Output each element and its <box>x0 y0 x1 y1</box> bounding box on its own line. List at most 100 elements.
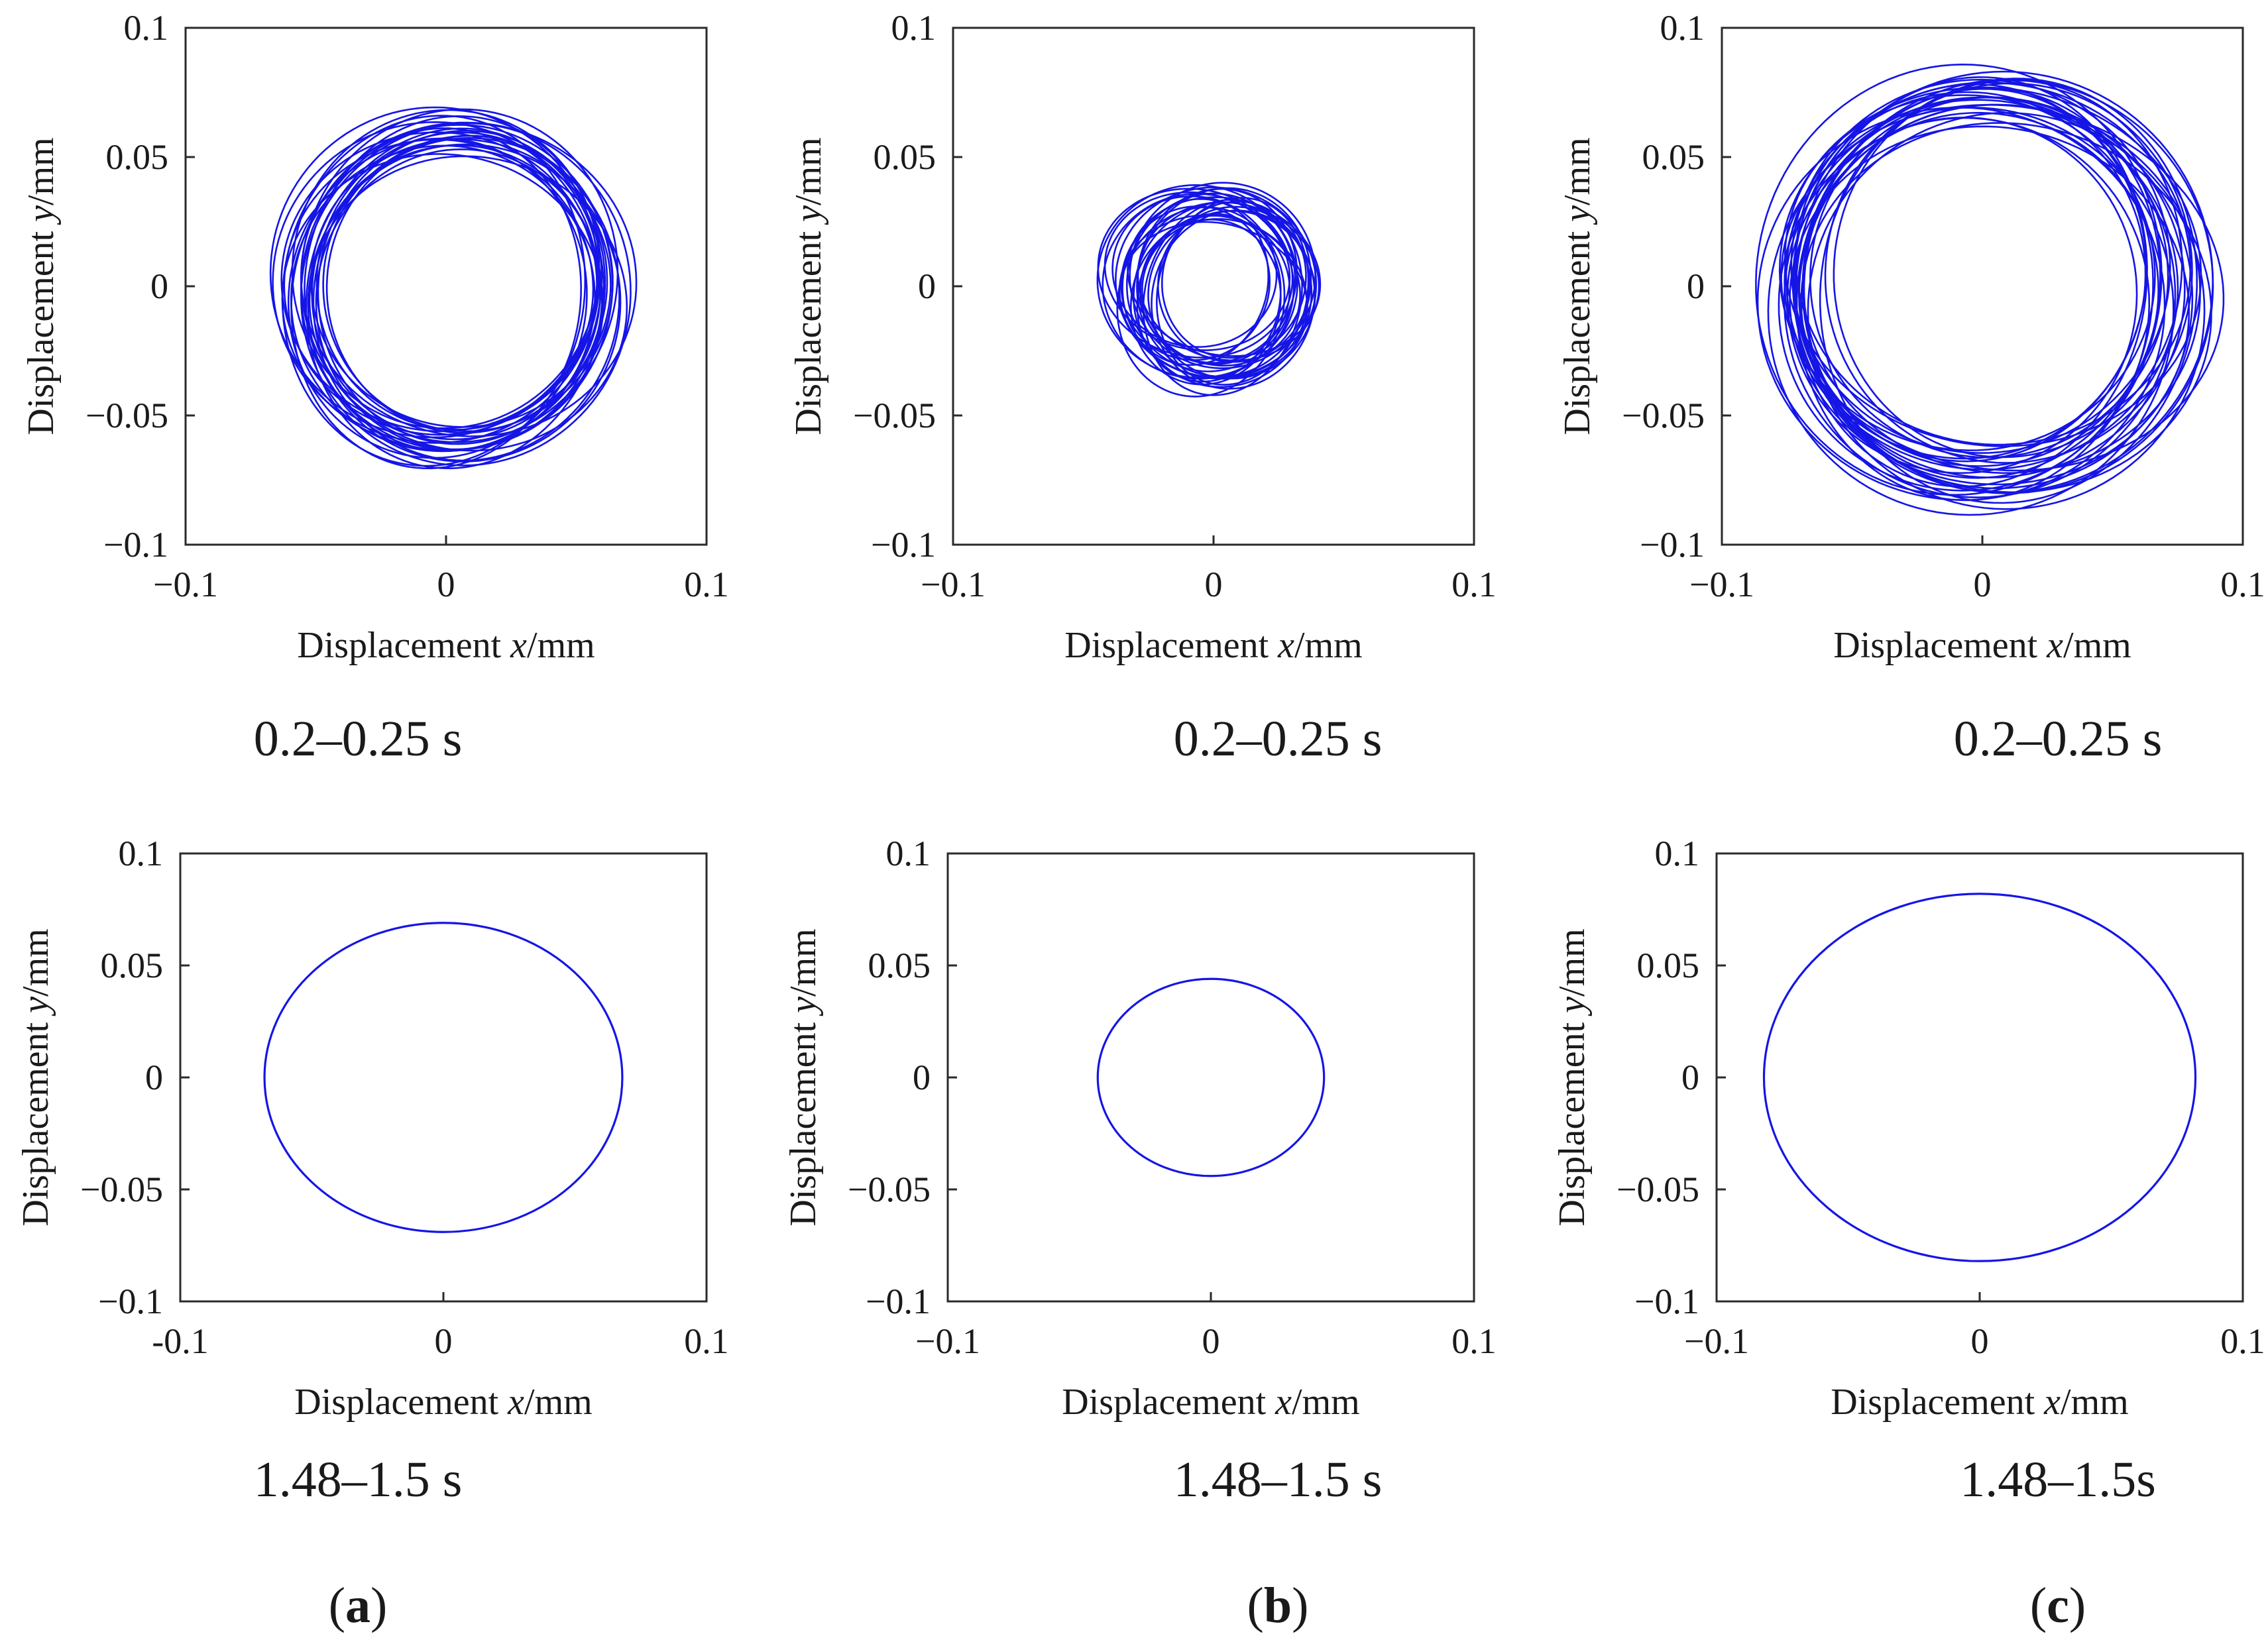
orbit-loop <box>1807 111 2206 510</box>
time-range-label: 0.2–0.25 s <box>1954 711 2163 767</box>
x-tick-label: 0 <box>437 565 455 604</box>
time-range-label: 0.2–0.25 s <box>1174 711 1383 767</box>
time-range-label: 1.48–1.5s <box>1960 1452 2156 1507</box>
y-tick-label: 0 <box>145 1058 163 1097</box>
orbit-series <box>263 922 624 1233</box>
orbit-series <box>1762 893 2197 1262</box>
orbit-loop <box>312 137 620 462</box>
orbit-loop <box>311 144 602 441</box>
orbit-loop <box>308 155 628 452</box>
orbit-loop <box>1780 103 2225 472</box>
y-tick-label: 0.05 <box>101 946 164 985</box>
y-tick-label: 0.1 <box>1660 8 1705 48</box>
orbit-loop <box>1136 187 1312 378</box>
orbit-ellipse <box>263 922 624 1233</box>
x-tick-label: 0 <box>1205 565 1223 604</box>
orbit-charts-group: −0.1 0 0.1 −0.1 −0.05 0 0.05 0.1 Displacement x/… <box>15 8 2265 1507</box>
plot-frame <box>179 852 708 1303</box>
y-tick-label: −0.1 <box>98 1282 163 1321</box>
x-tick-label: −0.1 <box>915 1321 980 1361</box>
orbit-loop <box>1778 94 2156 452</box>
orbit-loop <box>1795 76 2148 488</box>
x-tick-label: 0.1 <box>1451 565 1497 604</box>
orbit-loop <box>1803 87 2161 479</box>
orbit-loop <box>1097 188 1294 358</box>
y-axis-label: Displacement y/mm <box>783 928 824 1226</box>
orbit-loop <box>1800 122 2212 494</box>
panel-labels-group: (a) (b) (c) <box>329 1578 2086 1633</box>
chart-c-top: −0.1 0 0.1 −0.1 −0.05 0 0.05 0.1 Displacement x/… <box>1557 8 2265 767</box>
y-tick-label: −0.1 <box>866 1282 931 1321</box>
orbit-ellipse <box>1096 977 1326 1177</box>
x-tick-label: 0 <box>435 1321 453 1361</box>
plot-frame <box>952 27 1475 546</box>
orbit-loop <box>1127 196 1322 357</box>
orbit-loop <box>1151 209 1316 390</box>
y-tick-label: −0.1 <box>871 525 936 565</box>
x-tick-label: 0.1 <box>684 565 729 604</box>
orbit-loop <box>1115 186 1318 378</box>
y-tick-label: −0.05 <box>85 396 168 435</box>
y-tick-label: −0.1 <box>103 525 168 565</box>
orbit-loop <box>1767 106 2175 516</box>
y-axis-label: Displacement y/mm <box>788 137 829 435</box>
x-tick-label: 0.1 <box>684 1321 729 1361</box>
orbit-loop <box>1791 70 2214 494</box>
time-range-label: 1.48–1.5 s <box>254 1452 463 1507</box>
panel-label-b: (b) <box>1247 1578 1309 1633</box>
y-axis-label: Displacement y/mm <box>1552 928 1593 1226</box>
y-tick-label: −0.1 <box>1634 1282 1699 1321</box>
orbit-loop <box>1755 63 2163 496</box>
x-tick-label: −0.1 <box>921 565 986 604</box>
plot-frame <box>1715 852 2244 1303</box>
y-tick-label: 0.05 <box>106 137 169 177</box>
orbit-loop <box>300 121 638 437</box>
orbit-series <box>1096 182 1322 398</box>
y-tick-label: 0.1 <box>891 8 936 48</box>
y-axis-label: Displacement y/mm <box>1557 137 1598 435</box>
x-axis-label: Displacement x/mm <box>1833 625 2131 666</box>
orbit-loop <box>1116 206 1286 398</box>
chart-a-top: −0.1 0 0.1 −0.1 −0.05 0 0.05 0.1 Displacement x/… <box>21 8 729 767</box>
y-tick-label: 0 <box>918 266 936 306</box>
chart-b-top: −0.1 0 0.1 −0.1 −0.05 0 0.05 0.1 Displacement x/… <box>788 8 1497 767</box>
orbit-loop <box>1783 96 2177 499</box>
plot-frame <box>946 852 1475 1303</box>
orbit-loop <box>291 109 600 429</box>
orbit-series <box>1755 63 2225 516</box>
orbit-loop <box>1778 117 2151 492</box>
x-tick-label: -0.1 <box>152 1321 208 1361</box>
x-tick-label: 0 <box>1974 565 1992 604</box>
y-tick-label: 0 <box>913 1058 931 1097</box>
y-axis-label: Displacement y/mm <box>15 928 56 1226</box>
y-axis-label: Displacement y/mm <box>21 137 62 435</box>
y-tick-label: −0.05 <box>1616 1170 1699 1209</box>
x-axis-label: Displacement x/mm <box>1062 1382 1359 1423</box>
panel-label-c: (c) <box>2030 1578 2086 1633</box>
y-tick-label: 0.05 <box>1642 137 1705 177</box>
orbit-loop <box>304 115 603 452</box>
orbit-loop <box>300 122 632 466</box>
orbit-loop <box>1756 106 2166 501</box>
x-tick-label: −0.1 <box>1689 565 1754 604</box>
x-axis-label: Displacement x/mm <box>294 1382 592 1423</box>
panel-label-a: (a) <box>329 1578 388 1633</box>
chart-b-bottom: −0.1 0 0.1 −0.1 −0.05 0 0.05 0.1 Displacement x/… <box>783 834 1497 1507</box>
y-tick-label: 0 <box>1681 1058 1699 1097</box>
orbit-loop <box>1102 193 1295 380</box>
x-tick-label: −0.1 <box>153 565 218 604</box>
y-tick-label: −0.05 <box>853 396 936 435</box>
y-tick-label: 0.05 <box>868 946 931 985</box>
y-tick-label: 0.1 <box>124 8 169 48</box>
time-range-label: 0.2–0.25 s <box>254 711 463 767</box>
orbit-loop <box>307 143 622 463</box>
y-tick-label: 0.1 <box>119 834 164 873</box>
chart-a-bottom: -0.1 0 0.1 −0.1 −0.05 0 0.05 0.1 Displacement x/… <box>15 834 729 1507</box>
orbit-loop <box>1142 199 1303 396</box>
x-axis-label: Displacement x/mm <box>1064 625 1362 666</box>
x-tick-label: 0.1 <box>2220 1321 2265 1361</box>
y-tick-label: 0 <box>1687 266 1705 306</box>
x-tick-label: −0.1 <box>1684 1321 1749 1361</box>
y-tick-label: 0.05 <box>1637 946 1700 985</box>
